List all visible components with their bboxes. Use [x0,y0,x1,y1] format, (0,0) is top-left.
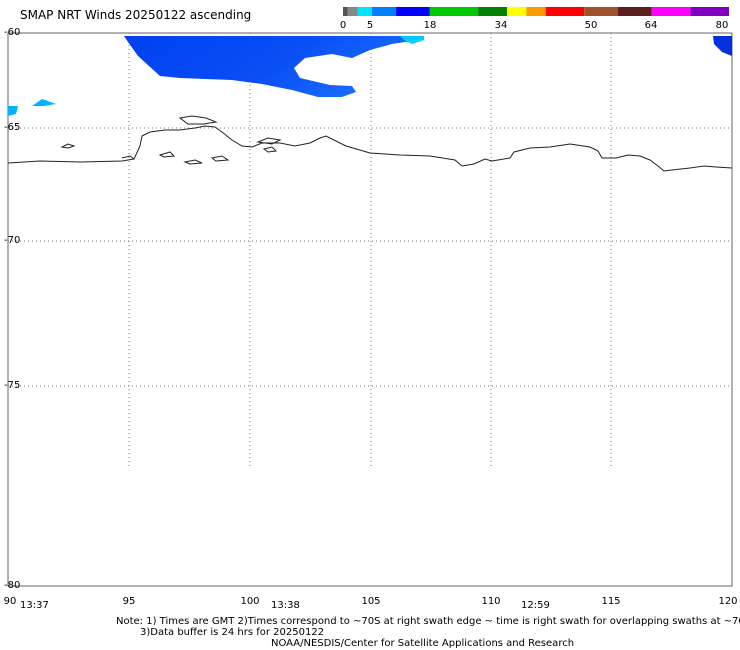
colorbar-label-50: 50 [584,20,598,31]
wind-swath-edge [400,36,424,44]
coast-island-7 [256,137,282,145]
colorbar-label-0: 0 [339,20,347,31]
lon-label-120: 120 [718,596,738,607]
colorbar-segment-4 [396,7,430,16]
coast-island-2 [121,155,135,160]
wind-swath-main [124,36,420,97]
swath-time-2: 13:38 [271,600,300,611]
colorbar-segment-1 [347,7,358,16]
lon-label-90: 90 [3,596,17,607]
swath-time-1: 13:37 [20,600,49,611]
lat-label-65: -65 [4,122,21,133]
wind-swath-left-2 [32,99,56,106]
colorbar-segment-2 [357,7,372,16]
wind-swaths [8,36,732,116]
lat-label-60: -60 [4,27,21,38]
colorbar-label-64: 64 [644,20,658,31]
map-frame [7,32,733,587]
lon-label-115: 115 [601,596,621,607]
colorbar [343,7,729,16]
map-title: SMAP NRT Winds 20250122 ascending [20,8,252,22]
coast-island-3 [158,151,176,158]
colorbar-segment-10 [584,7,619,16]
coastline [7,115,733,172]
colorbar-segment-5 [429,7,479,16]
coastline-main [7,125,733,172]
lat-label-70: -70 [4,235,21,246]
note-line-2: 3)Data buffer is 24 hrs for 20250122 [140,627,325,638]
colorbar-label-34: 34 [494,20,508,31]
wind-swath-right [713,36,732,56]
lon-label-95: 95 [122,596,136,607]
note-line-3: NOAA/NESDIS/Center for Satellite Applica… [271,638,575,649]
colorbar-label-18: 18 [423,20,437,31]
colorbar-segment-8 [526,7,546,16]
colorbar-segment-9 [545,7,585,16]
note-line-1: Note: 1) Times are GMT 2)Times correspon… [116,616,740,627]
coast-island-4 [178,115,218,125]
lon-label-100: 100 [240,596,260,607]
colorbar-segment-12 [651,7,691,16]
swath-time-3: 12:59 [521,600,550,611]
lon-label-105: 105 [361,596,381,607]
graticule [8,33,732,466]
coast-island-5 [183,159,203,165]
colorbar-label-80: 80 [715,20,729,31]
lat-label-80: -80 [4,580,21,591]
lon-label-110: 110 [481,596,501,607]
lat-label-75: -75 [4,380,21,391]
wind-swath-left [8,106,18,116]
coast-island-8 [262,146,278,153]
colorbar-segment-13 [690,7,729,16]
colorbar-segment-3 [371,7,397,16]
colorbar-segment-11 [618,7,652,16]
colorbar-segment-6 [478,7,508,16]
coast-island-1 [60,143,76,149]
colorbar-segment-0 [343,7,348,16]
coast-island-6 [210,155,230,162]
colorbar-segment-7 [507,7,527,16]
colorbar-label-5: 5 [366,20,374,31]
